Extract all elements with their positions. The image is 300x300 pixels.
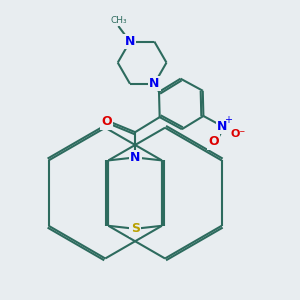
Text: O: O (208, 135, 219, 148)
Text: N: N (149, 77, 160, 90)
Text: O⁻: O⁻ (230, 129, 246, 139)
Text: +: + (224, 115, 232, 125)
Text: N: N (130, 151, 140, 164)
Text: O: O (101, 115, 112, 128)
Text: CH₃: CH₃ (110, 16, 127, 25)
Text: N: N (125, 35, 135, 48)
Text: S: S (130, 222, 140, 235)
Text: N: N (217, 120, 227, 133)
